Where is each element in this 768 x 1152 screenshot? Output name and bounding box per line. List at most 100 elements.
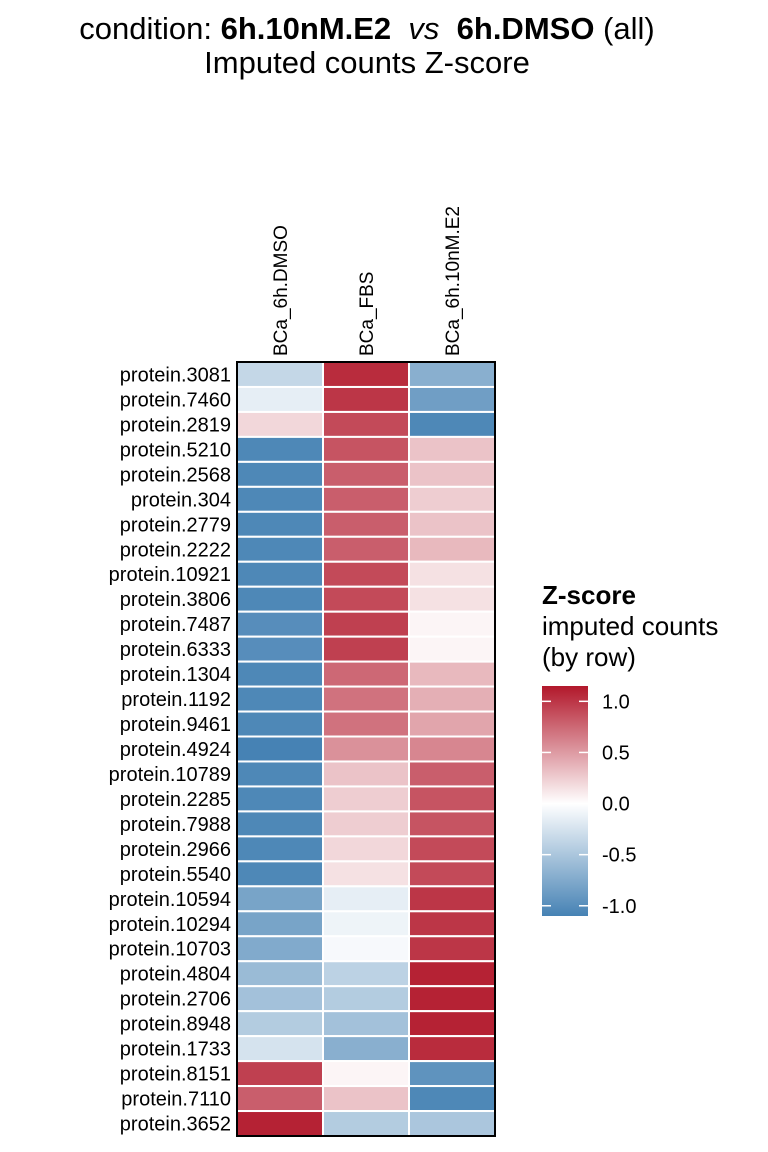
heatmap-cell <box>236 985 324 1013</box>
row-label: protein.2966 <box>120 839 231 861</box>
heatmap-cell <box>236 560 324 588</box>
heatmap-cell <box>236 610 324 638</box>
heatmap-cell <box>322 910 410 938</box>
heatmap-cell <box>236 860 324 888</box>
row-label: protein.2568 <box>120 464 231 486</box>
legend-ticks: 1.0 0.5 0.0 -0.5 -1.0 <box>542 691 636 918</box>
heatmap-cell <box>236 485 324 513</box>
heatmap-cell <box>408 735 496 763</box>
heatmap-cell <box>322 410 410 438</box>
heatmap-border <box>236 361 496 1137</box>
row-label: protein.1192 <box>121 689 231 711</box>
heatmap-cell <box>408 685 496 713</box>
heatmap-cell <box>236 535 324 563</box>
row-label: protein.2779 <box>120 514 231 536</box>
row-label: protein.8948 <box>120 1014 231 1036</box>
heatmap-cell <box>236 935 324 963</box>
title-vs: vs <box>408 11 440 46</box>
column-label: BCa_6h.DMSO <box>271 225 292 356</box>
heatmap-cell <box>408 485 496 513</box>
heatmap-cell <box>322 785 410 813</box>
row-label: protein.2285 <box>120 789 231 811</box>
column-labels: BCa_6h.DMSO BCa_FBS BCa_6h.10nM.E2 <box>271 206 464 356</box>
row-label: protein.2706 <box>120 989 231 1011</box>
row-label: protein.3806 <box>120 589 231 611</box>
row-label: protein.2222 <box>120 539 231 561</box>
legend-subtitle: imputed counts <box>542 611 719 641</box>
row-label: protein.304 <box>131 489 231 511</box>
heatmap-cell <box>236 685 324 713</box>
heatmap-cell <box>322 710 410 738</box>
heatmap-cell <box>408 1060 496 1088</box>
heatmap-cell <box>408 435 496 463</box>
heatmap-cell <box>408 560 496 588</box>
title-suffix: (all) <box>594 11 655 46</box>
row-label: protein.8151 <box>120 1064 231 1086</box>
row-label: protein.1304 <box>120 664 231 686</box>
row-label: protein.4924 <box>120 739 231 761</box>
column-label: BCa_6h.10nM.E2 <box>443 206 464 356</box>
heatmap-cell <box>408 710 496 738</box>
row-label: protein.5210 <box>120 439 231 461</box>
heatmap-cell <box>322 1010 410 1038</box>
heatmap-cell <box>322 510 410 538</box>
heatmap-cell <box>236 385 324 413</box>
row-label: protein.3081 <box>120 364 231 386</box>
heatmap-cell <box>322 735 410 763</box>
heatmap-cell <box>322 1035 410 1063</box>
legend-tick-label: -0.5 <box>602 845 636 867</box>
heatmap-cell <box>236 960 324 988</box>
heatmap-cell <box>236 361 324 388</box>
heatmap-cell <box>322 535 410 563</box>
heatmap-cell <box>236 1035 324 1063</box>
heatmap-cell <box>408 361 496 388</box>
row-label: protein.7487 <box>120 614 231 636</box>
heatmap-cell <box>322 685 410 713</box>
heatmap-cell <box>408 885 496 913</box>
heatmap-cell <box>408 1010 496 1038</box>
heatmap-cell <box>408 635 496 663</box>
heatmap-cell <box>408 1035 496 1063</box>
heatmap-cell <box>322 985 410 1013</box>
heatmap-cell <box>236 760 324 788</box>
heatmap-cell <box>322 385 410 413</box>
legend-colorbar <box>542 686 588 916</box>
heatmap-cell <box>322 635 410 663</box>
heatmap-cell <box>322 485 410 513</box>
row-label: protein.4804 <box>120 964 231 986</box>
heatmap-cell <box>408 610 496 638</box>
heatmap-cell <box>408 410 496 438</box>
row-label: protein.1733 <box>120 1039 231 1061</box>
row-label: protein.10294 <box>109 914 231 936</box>
legend-tick-label: -1.0 <box>602 896 636 918</box>
heatmap-cell <box>322 1110 410 1138</box>
column-label: BCa_FBS <box>357 272 378 356</box>
row-label: protein.10703 <box>109 939 231 961</box>
heatmap-cell <box>408 1110 496 1138</box>
heatmap-cell <box>408 935 496 963</box>
row-label: protein.10594 <box>109 889 231 911</box>
heatmap-cell <box>408 1085 496 1113</box>
heatmap-cell <box>408 760 496 788</box>
row-label: protein.2819 <box>120 414 231 436</box>
heatmap-cell <box>408 835 496 863</box>
heatmap-cell <box>322 585 410 613</box>
heatmap-cells <box>236 361 496 1138</box>
row-label: protein.7460 <box>120 389 231 411</box>
legend-tick-label: 1.0 <box>602 691 630 713</box>
heatmap-cell <box>236 410 324 438</box>
heatmap-cell <box>408 860 496 888</box>
heatmap-cell <box>322 1060 410 1088</box>
heatmap-cell <box>236 510 324 538</box>
heatmap-cell <box>236 460 324 488</box>
heatmap-cell <box>322 1085 410 1113</box>
heatmap-cell <box>322 810 410 838</box>
heatmap-cell <box>408 585 496 613</box>
heatmap-cell <box>322 835 410 863</box>
row-labels: protein.3081 protein.7460 protein.2819 prot… <box>109 364 231 1135</box>
row-label: protein.7988 <box>120 814 231 836</box>
heatmap-cell <box>236 885 324 913</box>
heatmap-cell <box>322 435 410 463</box>
heatmap-cell <box>322 460 410 488</box>
